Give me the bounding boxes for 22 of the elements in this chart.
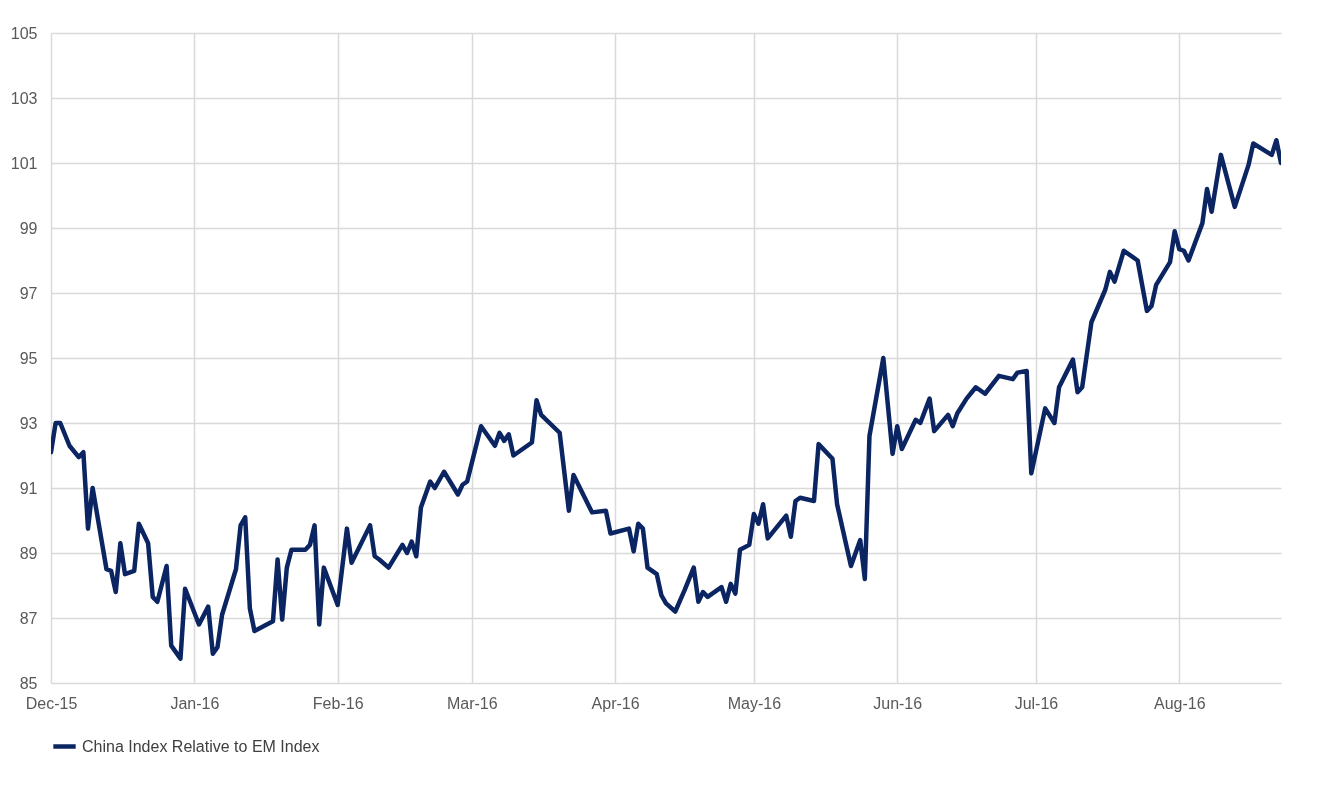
y-tick-label: 97 [19, 284, 38, 302]
x-tick-label: Jun-16 [873, 694, 923, 712]
x-tick-label: Jul-16 [1014, 694, 1059, 712]
y-tick-label: 99 [19, 219, 38, 237]
x-tick-label: May-16 [727, 694, 782, 712]
y-tick-label: 89 [19, 544, 38, 562]
y-tick-label: 103 [10, 89, 38, 107]
y-tick-label: 95 [19, 349, 38, 367]
x-tick-label: Feb-16 [312, 694, 364, 712]
x-tick-label: Dec-15 [25, 694, 78, 712]
y-tick-label: 87 [19, 609, 38, 627]
y-tick-label: 101 [10, 154, 38, 172]
legend-label: China Index Relative to EM Index [82, 737, 320, 755]
y-tick-label: 91 [19, 479, 38, 497]
line-series [51, 138, 1281, 661]
y-tick-label: 105 [10, 24, 38, 42]
y-tick-label: 93 [19, 414, 38, 432]
x-tick-label: Jan-16 [170, 694, 220, 712]
x-tick-label: Apr-16 [591, 694, 640, 712]
x-tick-label: Aug-16 [1153, 694, 1206, 712]
x-tick-label: Mar-16 [446, 694, 498, 712]
y-tick-label: 85 [19, 674, 38, 692]
